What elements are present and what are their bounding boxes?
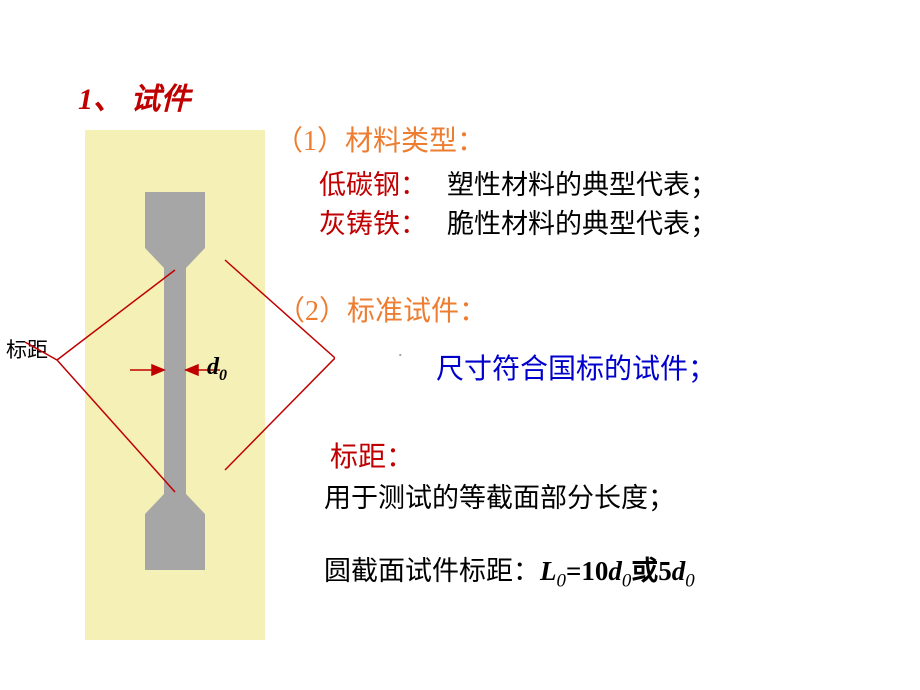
section1-item2-label: 灰铸铁： xyxy=(319,202,427,241)
d0-d: d xyxy=(207,354,219,380)
section3-label: 标距： xyxy=(330,435,414,475)
formula-d1: d xyxy=(608,556,622,586)
formula-d2: d xyxy=(672,556,686,586)
formula-line: 圆截面试件标距：L0=10d0或5d0 xyxy=(324,549,695,592)
gauge-label-line xyxy=(25,342,57,360)
d0-sub: 0 xyxy=(219,367,227,384)
section1-item1-label: 低碳钢： xyxy=(319,163,427,202)
formula-eq: =10 xyxy=(566,556,608,586)
d0-label: d0 xyxy=(207,354,227,385)
formula-L-sub: 0 xyxy=(557,570,566,591)
bullet-dot: . xyxy=(398,340,403,361)
section1-item2-desc: 脆性材料的典型代表； xyxy=(447,202,717,241)
section-title: 1、 试件 xyxy=(78,74,191,118)
formula-prefix: 圆截面试件标距： xyxy=(324,556,540,586)
formula-d2-sub: 0 xyxy=(685,570,694,591)
section1-item1-desc: 塑性材料的典型代表； xyxy=(447,163,717,202)
section2-desc: 尺寸符合国标的试件； xyxy=(436,347,716,387)
formula-d1-sub: 0 xyxy=(622,570,631,591)
section3-desc: 用于测试的等截面部分长度； xyxy=(324,476,675,515)
formula-or: 或5 xyxy=(631,556,672,586)
formula-L: L xyxy=(540,556,557,586)
specimen-diagram xyxy=(85,130,265,640)
